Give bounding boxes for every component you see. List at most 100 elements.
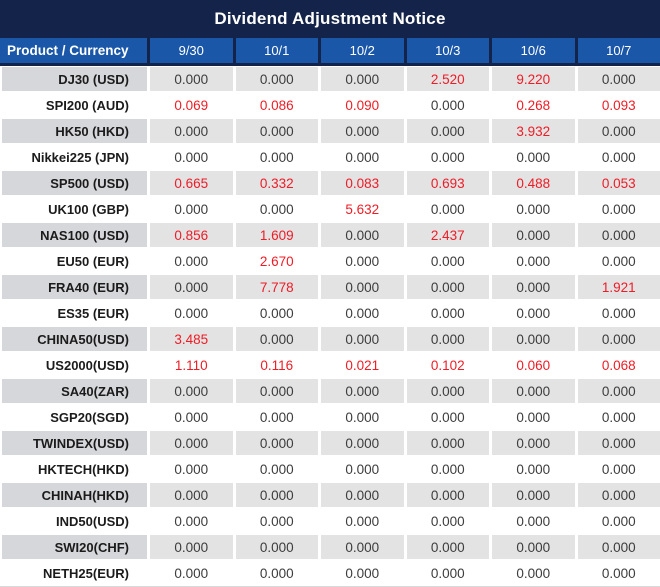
page-title: Dividend Adjustment Notice bbox=[0, 0, 660, 38]
value-cell: 0.000 bbox=[235, 483, 318, 507]
value-cell: 0.000 bbox=[235, 327, 318, 351]
value-cell: 9.220 bbox=[492, 67, 575, 91]
value-cell: 0.000 bbox=[577, 249, 660, 273]
table-row: HK50 (HKD) 0.000 0.000 0.000 0.000 3.932 0.000 bbox=[0, 118, 660, 144]
product-cell: ES35 (EUR) bbox=[0, 301, 147, 325]
value-cell: 0.069 bbox=[150, 93, 233, 117]
value-cell: 0.068 bbox=[577, 353, 660, 377]
value-cell: 0.000 bbox=[406, 249, 489, 273]
value-cell: 0.060 bbox=[492, 353, 575, 377]
table-row: UK100 (GBP) 0.000 0.000 5.632 0.000 0.000 0.00… bbox=[0, 196, 660, 222]
value-cell: 0.000 bbox=[492, 405, 575, 429]
product-cell: Nikkei225 (JPN) bbox=[0, 145, 147, 169]
value-cell: 0.000 bbox=[235, 457, 318, 481]
table-row: SA40(ZAR) 0.000 0.000 0.000 0.000 0.000 0.000 bbox=[0, 378, 660, 404]
product-cell: SWI20(CHF) bbox=[0, 535, 147, 559]
value-cell: 0.000 bbox=[150, 535, 233, 559]
value-cell: 0.000 bbox=[492, 249, 575, 273]
header-date-10-3: 10/3 bbox=[406, 38, 489, 63]
value-cell: 0.000 bbox=[150, 197, 233, 221]
value-cell: 0.000 bbox=[492, 145, 575, 169]
value-cell: 0.000 bbox=[406, 405, 489, 429]
value-cell: 0.000 bbox=[150, 431, 233, 455]
value-cell: 0.000 bbox=[235, 119, 318, 143]
value-cell: 0.000 bbox=[406, 379, 489, 403]
value-cell: 0.000 bbox=[321, 327, 404, 351]
value-cell: 5.632 bbox=[321, 197, 404, 221]
value-cell: 0.000 bbox=[321, 379, 404, 403]
product-cell: CHINAH(HKD) bbox=[0, 483, 147, 507]
value-cell: 0.000 bbox=[321, 535, 404, 559]
header-date-10-6: 10/6 bbox=[492, 38, 575, 63]
table-row: CHINAH(HKD) 0.000 0.000 0.000 0.000 0.000 0.00… bbox=[0, 482, 660, 508]
value-cell: 0.000 bbox=[150, 249, 233, 273]
value-cell: 0.000 bbox=[577, 197, 660, 221]
value-cell: 0.000 bbox=[406, 145, 489, 169]
product-cell: HKTECH(HKD) bbox=[0, 457, 147, 481]
value-cell: 0.000 bbox=[492, 379, 575, 403]
value-cell: 0.000 bbox=[577, 301, 660, 325]
value-cell: 0.000 bbox=[150, 509, 233, 533]
value-cell: 0.856 bbox=[150, 223, 233, 247]
value-cell: 0.000 bbox=[577, 483, 660, 507]
value-cell: 0.000 bbox=[577, 379, 660, 403]
table-row: Nikkei225 (JPN) 0.000 0.000 0.000 0.000 0.000… bbox=[0, 144, 660, 170]
value-cell: 0.000 bbox=[406, 457, 489, 481]
value-cell: 0.000 bbox=[406, 197, 489, 221]
value-cell: 0.000 bbox=[577, 431, 660, 455]
table-row: NETH25(EUR) 0.000 0.000 0.000 0.000 0.000 0.00… bbox=[0, 560, 660, 586]
value-cell: 0.000 bbox=[577, 561, 660, 585]
value-cell: 0.000 bbox=[577, 145, 660, 169]
value-cell: 0.000 bbox=[150, 379, 233, 403]
product-cell: SP500 (USD) bbox=[0, 171, 147, 195]
value-cell: 0.000 bbox=[406, 561, 489, 585]
table-row: CHINA50(USD) 3.485 0.000 0.000 0.000 0.000 0.0… bbox=[0, 326, 660, 352]
value-cell: 3.485 bbox=[150, 327, 233, 351]
value-cell: 0.000 bbox=[150, 561, 233, 585]
value-cell: 0.000 bbox=[406, 327, 489, 351]
value-cell: 0.000 bbox=[235, 431, 318, 455]
value-cell: 0.000 bbox=[492, 509, 575, 533]
value-cell: 0.000 bbox=[150, 301, 233, 325]
table-row: NAS100 (USD) 0.856 1.609 0.000 2.437 0.000 0.0… bbox=[0, 222, 660, 248]
value-cell: 0.000 bbox=[406, 483, 489, 507]
value-cell: 0.000 bbox=[406, 275, 489, 299]
value-cell: 0.000 bbox=[577, 509, 660, 533]
product-cell: NETH25(EUR) bbox=[0, 561, 147, 585]
product-cell: NAS100 (USD) bbox=[0, 223, 147, 247]
value-cell: 0.000 bbox=[406, 509, 489, 533]
value-cell: 0.268 bbox=[492, 93, 575, 117]
value-cell: 0.000 bbox=[235, 145, 318, 169]
value-cell: 0.000 bbox=[235, 301, 318, 325]
value-cell: 0.000 bbox=[150, 145, 233, 169]
product-cell: US2000(USD) bbox=[0, 353, 147, 377]
value-cell: 0.000 bbox=[321, 457, 404, 481]
value-cell: 0.000 bbox=[492, 483, 575, 507]
value-cell: 0.000 bbox=[321, 431, 404, 455]
product-cell: HK50 (HKD) bbox=[0, 119, 147, 143]
value-cell: 0.000 bbox=[577, 223, 660, 247]
value-cell: 0.000 bbox=[577, 119, 660, 143]
value-cell: 0.093 bbox=[577, 93, 660, 117]
table-row: HKTECH(HKD) 0.000 0.000 0.000 0.000 0.000 0.00… bbox=[0, 456, 660, 482]
value-cell: 2.437 bbox=[406, 223, 489, 247]
value-cell: 2.520 bbox=[406, 67, 489, 91]
value-cell: 0.000 bbox=[406, 301, 489, 325]
value-cell: 0.332 bbox=[235, 171, 318, 195]
value-cell: 0.086 bbox=[235, 93, 318, 117]
value-cell: 0.000 bbox=[235, 561, 318, 585]
value-cell: 0.000 bbox=[321, 405, 404, 429]
value-cell: 0.000 bbox=[321, 249, 404, 273]
product-cell: EU50 (EUR) bbox=[0, 249, 147, 273]
product-cell: UK100 (GBP) bbox=[0, 197, 147, 221]
value-cell: 0.000 bbox=[406, 535, 489, 559]
value-cell: 0.000 bbox=[235, 67, 318, 91]
table-body: DJ30 (USD) 0.000 0.000 0.000 2.520 9.220 0.000… bbox=[0, 66, 660, 586]
value-cell: 0.102 bbox=[406, 353, 489, 377]
value-cell: 0.000 bbox=[235, 405, 318, 429]
product-cell: DJ30 (USD) bbox=[0, 67, 147, 91]
value-cell: 7.778 bbox=[235, 275, 318, 299]
product-cell: TWINDEX(USD) bbox=[0, 431, 147, 455]
value-cell: 0.000 bbox=[492, 327, 575, 351]
